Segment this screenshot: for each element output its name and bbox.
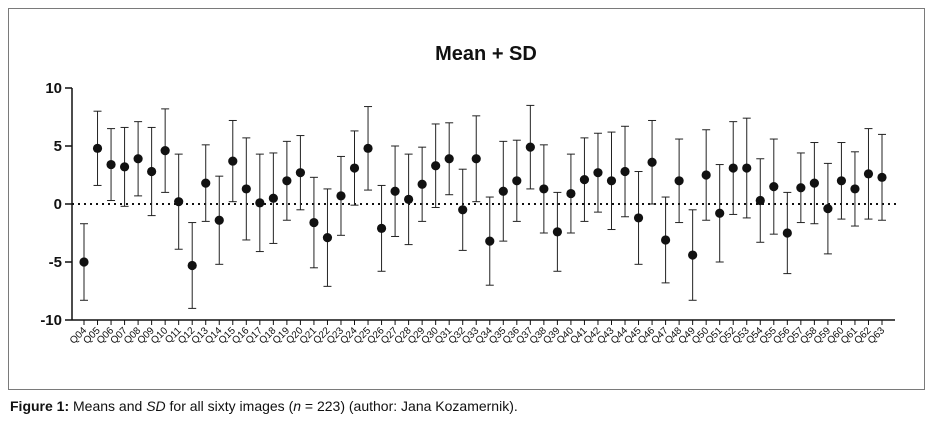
mean-point — [552, 227, 562, 237]
mean-point — [282, 176, 292, 186]
caption-sd: SD — [146, 398, 166, 414]
mean-point — [404, 194, 414, 204]
mean-point — [309, 217, 319, 228]
mean-point — [147, 166, 157, 177]
mean-point — [701, 170, 711, 180]
mean-point — [606, 176, 617, 186]
mean-point — [877, 172, 887, 182]
mean-point — [241, 184, 251, 194]
mean-point — [525, 142, 535, 152]
error-bars — [80, 104, 886, 309]
mean-point — [336, 191, 346, 201]
mean-point — [376, 223, 387, 233]
mean-point — [512, 176, 522, 186]
mean-point — [255, 198, 265, 208]
mean-point — [268, 193, 278, 203]
mean-point — [349, 163, 360, 173]
mean-point — [363, 143, 373, 153]
mean-point — [228, 156, 238, 166]
mean-point — [79, 257, 89, 267]
mean-point — [579, 175, 590, 185]
mean-point — [809, 178, 819, 188]
mean-point — [133, 154, 143, 164]
mean-point — [647, 157, 657, 167]
mean-point — [769, 182, 779, 192]
mean-point — [566, 188, 576, 199]
y-axis: 10 5 0 -5 -10 — [40, 80, 73, 329]
mean-point — [92, 143, 103, 153]
mean-sd-chart: Mean + SD 10 5 0 -5 -10 Q04Q05Q06Q07Q08Q09Q1… — [40, 43, 900, 346]
mean-point — [458, 205, 468, 215]
mean-point — [485, 236, 495, 246]
mean-point — [471, 154, 481, 164]
mean-point — [633, 213, 644, 223]
y-tick-label: -10 — [40, 312, 62, 329]
mean-point — [688, 250, 698, 260]
mean-point — [755, 195, 765, 206]
mean-point — [187, 260, 197, 271]
caption-text-3: = 223) (author: Jana Kozamernik). — [301, 398, 518, 414]
chart-title: Mean + SD — [435, 43, 537, 65]
mean-point — [106, 159, 116, 170]
mean-point — [431, 161, 441, 171]
figure-caption: Figure 1: Means and SD for all sixty ima… — [10, 398, 518, 414]
y-tick-label: 0 — [54, 196, 62, 213]
mean-point — [850, 184, 860, 194]
caption-text-1: Means and — [69, 398, 147, 414]
x-axis: Q04Q05Q06Q07Q08Q09Q10Q11Q12Q13Q14Q15Q16Q… — [68, 319, 895, 346]
mean-point — [417, 179, 427, 189]
mean-point — [742, 163, 752, 173]
chart-frame — [8, 8, 925, 390]
caption-text-2: for all sixty images ( — [165, 398, 294, 414]
mean-point — [160, 146, 170, 156]
mean-points — [79, 142, 887, 271]
x-tick-label: Q63 — [866, 325, 887, 346]
mean-point — [444, 154, 454, 164]
mean-point — [836, 176, 847, 186]
mean-point — [674, 176, 684, 186]
mean-point — [174, 197, 184, 207]
mean-point — [539, 184, 549, 194]
mean-point — [782, 228, 792, 238]
y-tick-label: 10 — [45, 80, 62, 97]
mean-point — [201, 178, 211, 188]
mean-point — [119, 162, 130, 172]
mean-point — [214, 215, 224, 225]
mean-point — [498, 186, 508, 196]
mean-point — [660, 235, 671, 245]
mean-point — [593, 168, 603, 178]
y-tick-label: -5 — [49, 254, 62, 271]
y-tick-label: 5 — [54, 138, 62, 155]
caption-n: n — [293, 398, 302, 414]
mean-point — [390, 186, 400, 196]
mean-point — [728, 163, 738, 173]
mean-point — [295, 168, 306, 178]
mean-point — [322, 233, 333, 243]
caption-label: Figure 1: — [10, 398, 70, 414]
mean-point — [863, 169, 874, 179]
mean-point — [620, 166, 630, 177]
mean-point — [796, 183, 806, 193]
mean-point — [715, 208, 725, 218]
mean-point — [823, 204, 833, 214]
